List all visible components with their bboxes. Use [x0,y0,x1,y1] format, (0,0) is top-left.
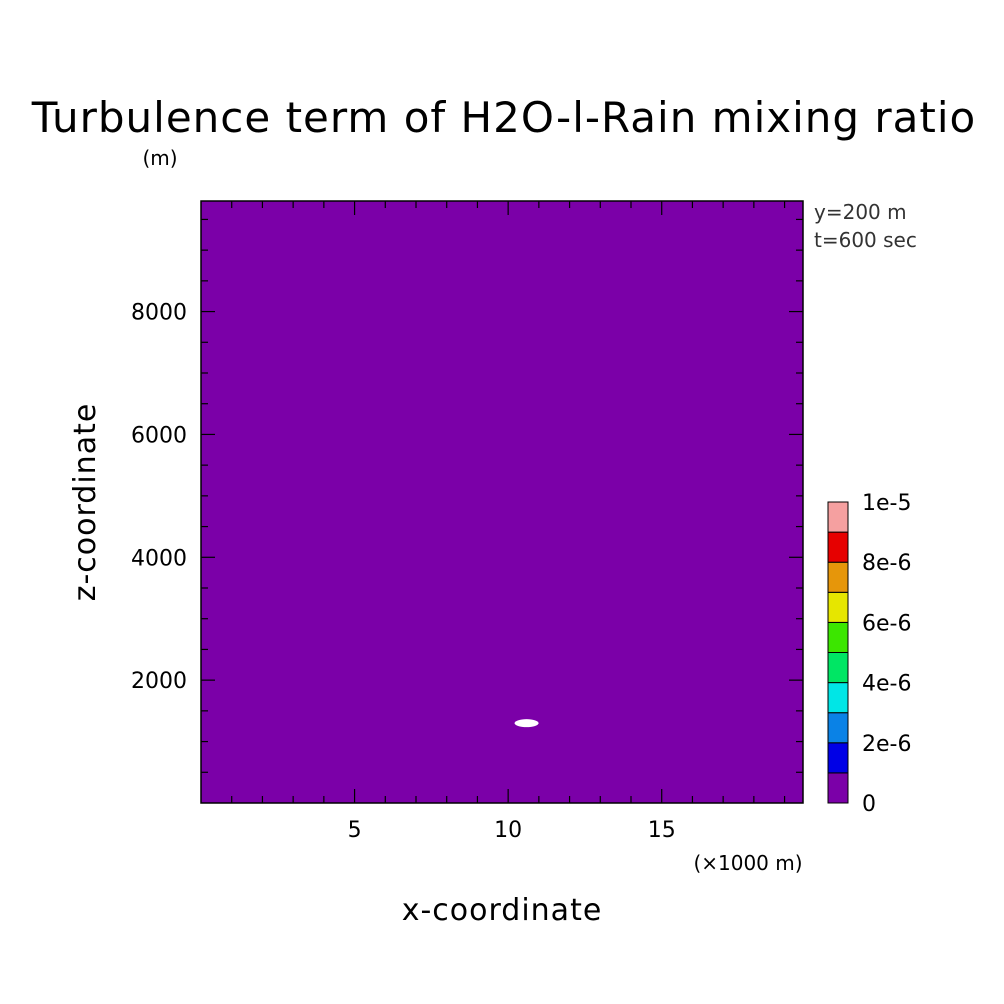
colorbar-segment [827,652,849,684]
field-fill [201,201,803,803]
colorbar-segment [827,712,849,744]
colorbar-label: 1e-5 [862,491,911,516]
x-axis-unit: (×1000 m) [693,851,802,875]
colorbar-segment [827,772,849,804]
x-axis-ticks: 5 10 15 [348,818,676,843]
colorbar-label: 2e-6 [862,732,911,757]
annotation-t: t=600 sec [814,228,917,252]
colorbar-segment [827,591,849,623]
field-feature [514,719,539,728]
y-tick-label: 8000 [131,301,187,326]
colorbar-segment [827,682,849,714]
colorbar: 0 2e-6 4e-6 6e-6 8e-6 1e-5 [827,491,911,817]
x-tick-label: 15 [648,818,676,843]
plot-area [200,200,804,804]
colorbar-segment [827,501,849,533]
colorbar-label: 0 [862,792,876,817]
annotation-y: y=200 m [814,200,907,224]
colorbar-segment [827,531,849,563]
y-axis-label: z-coordinate [68,403,103,602]
x-tick-label: 10 [494,818,522,843]
colorbar-label: 4e-6 [862,672,911,697]
colorbar-segment [827,621,849,654]
y-tick-label: 6000 [131,423,187,448]
y-tick-label: 2000 [131,669,187,694]
title-unit: (m) [142,146,177,170]
colorbar-label: 6e-6 [862,611,911,636]
y-tick-label: 4000 [131,546,187,571]
colorbar-segment [827,561,849,593]
y-axis-ticks: 2000 4000 6000 8000 [131,301,187,695]
colorbar-label: 8e-6 [862,551,911,576]
colorbar-segment [827,742,849,774]
x-tick-label: 5 [348,818,362,843]
x-axis-label: x-coordinate [402,893,603,928]
plot-frame [200,200,804,804]
chart-title: Turbulence term of H2O-l-Rain mixing rat… [31,93,977,142]
